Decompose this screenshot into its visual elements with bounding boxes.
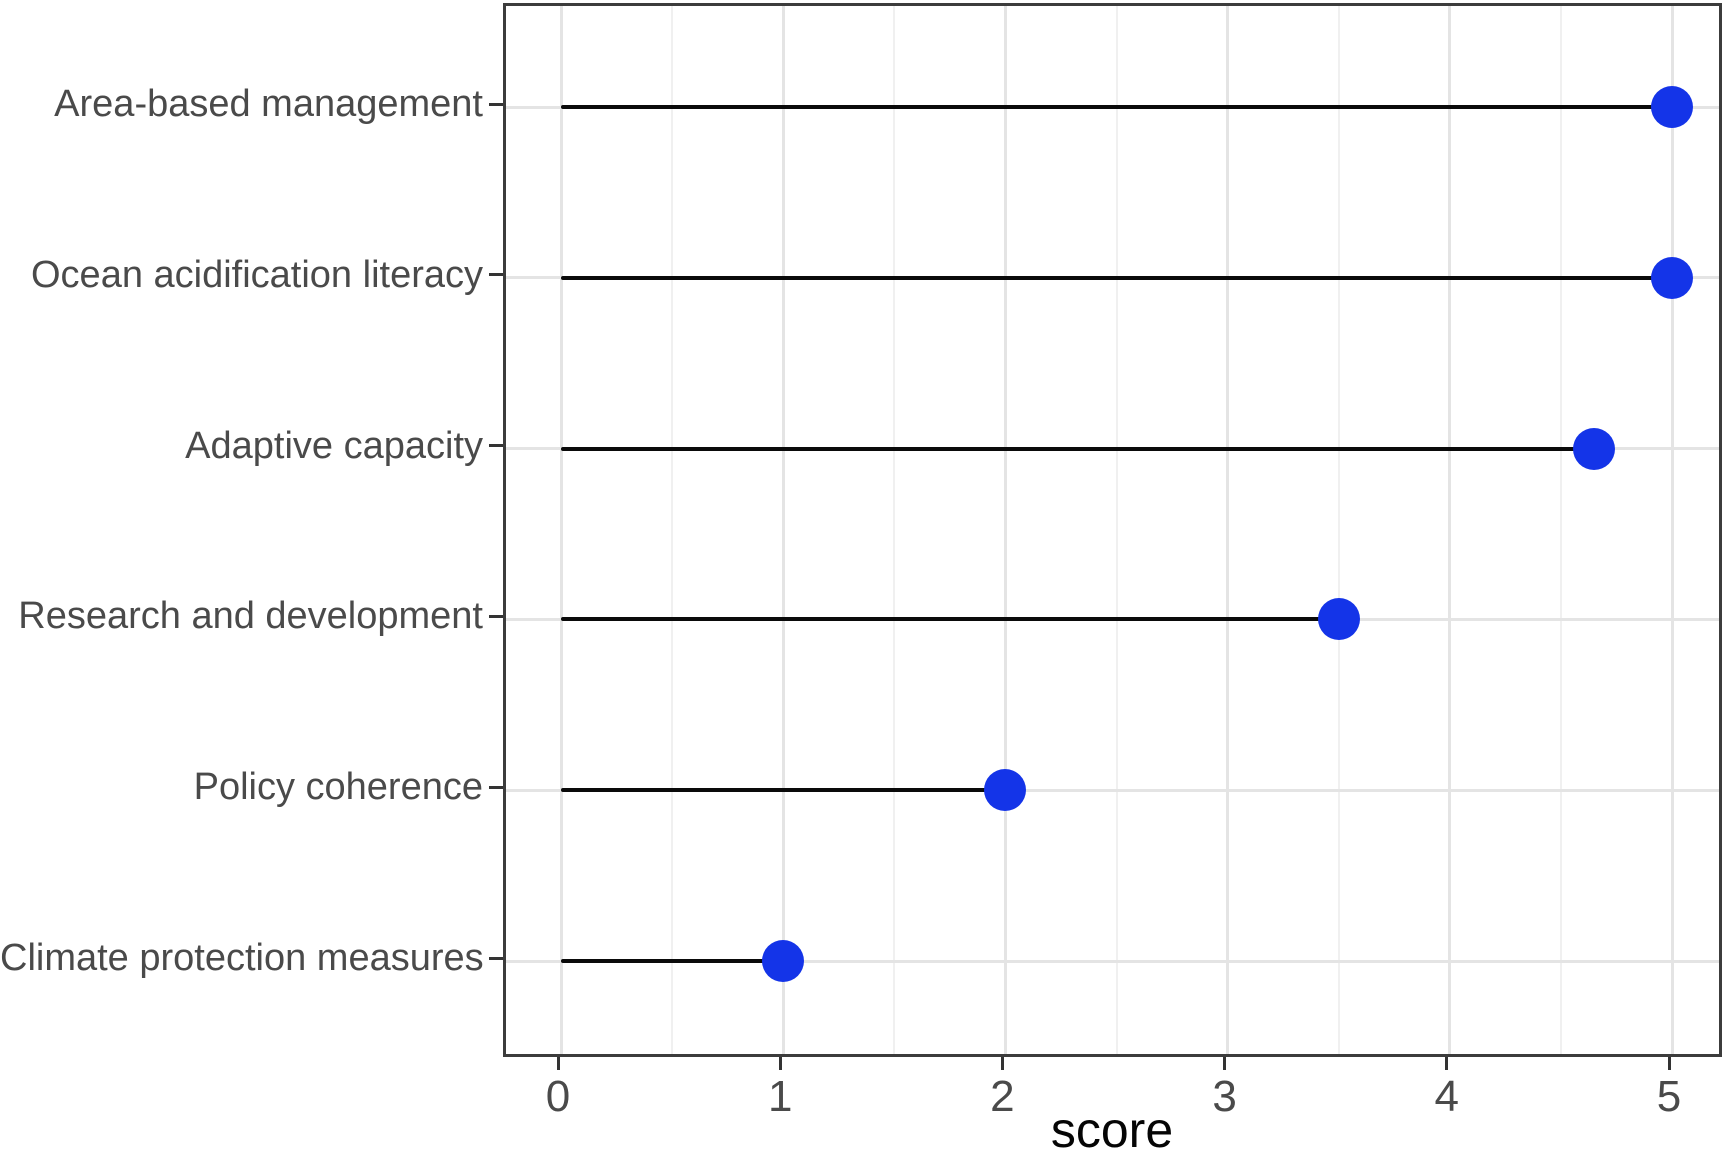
category-label: Policy coherence [193,766,483,809]
lollipop-point [984,769,1027,812]
gridline-vertical-major [1226,6,1230,1054]
gridline-horizontal-major [506,959,1719,963]
gridline-vertical-major [1448,6,1452,1054]
lollipop-stem [561,959,784,963]
lollipop-point [1651,256,1693,299]
y-axis-tick [489,102,503,106]
x-axis-tick [1667,1057,1671,1070]
x-axis-tick [1000,1057,1004,1070]
x-axis-tick [1445,1057,1449,1070]
y-axis-tick [489,956,503,960]
lollipop-point [762,940,805,982]
y-axis-tick [489,614,503,618]
lollipop-point [1317,598,1360,641]
x-axis-tick [778,1057,782,1070]
gridline-vertical-minor [671,6,674,1054]
category-label: Climate protection measures [0,937,484,979]
gridline-vertical-major [781,6,785,1054]
category-label: Research and development [18,595,483,638]
x-axis-tick-label: 1 [767,1072,793,1121]
gridline-vertical-minor [1337,6,1340,1054]
lollipop-stem [561,105,1672,110]
y-axis-tick [489,444,503,448]
category-label: Adaptive capacity [185,424,483,467]
x-axis-title: score [1050,1102,1174,1158]
x-axis-tick-label: 3 [1212,1072,1237,1121]
gridline-vertical-minor [893,6,896,1054]
gridline-vertical-major [559,6,563,1054]
lollipop-stem [561,788,1006,793]
lollipop-stem [561,446,1595,451]
y-axis-tick [489,785,503,789]
plot-panel [503,3,1722,1057]
x-axis-tick-label: 5 [1656,1072,1682,1121]
gridline-vertical-major [1003,6,1007,1054]
gridline-horizontal-major [506,788,1719,792]
y-axis-tick [489,273,503,277]
lollipop-point [1573,427,1616,470]
x-axis-tick-label: 0 [545,1072,571,1121]
lollipop-stem [561,275,1672,280]
lollipop-stem [561,617,1339,622]
gridline-vertical-major [1670,6,1674,1054]
lollipop-point [1651,86,1693,129]
gridline-vertical-minor [1559,6,1562,1054]
x-axis-tick [556,1057,560,1070]
x-axis-tick-label: 4 [1434,1072,1460,1121]
x-axis-tick [1223,1057,1227,1070]
category-label: Ocean acidification literacy [31,253,483,296]
category-label: Area-based management [54,83,483,126]
x-axis-tick-label: 2 [990,1072,1015,1121]
gridline-vertical-minor [1115,6,1118,1054]
